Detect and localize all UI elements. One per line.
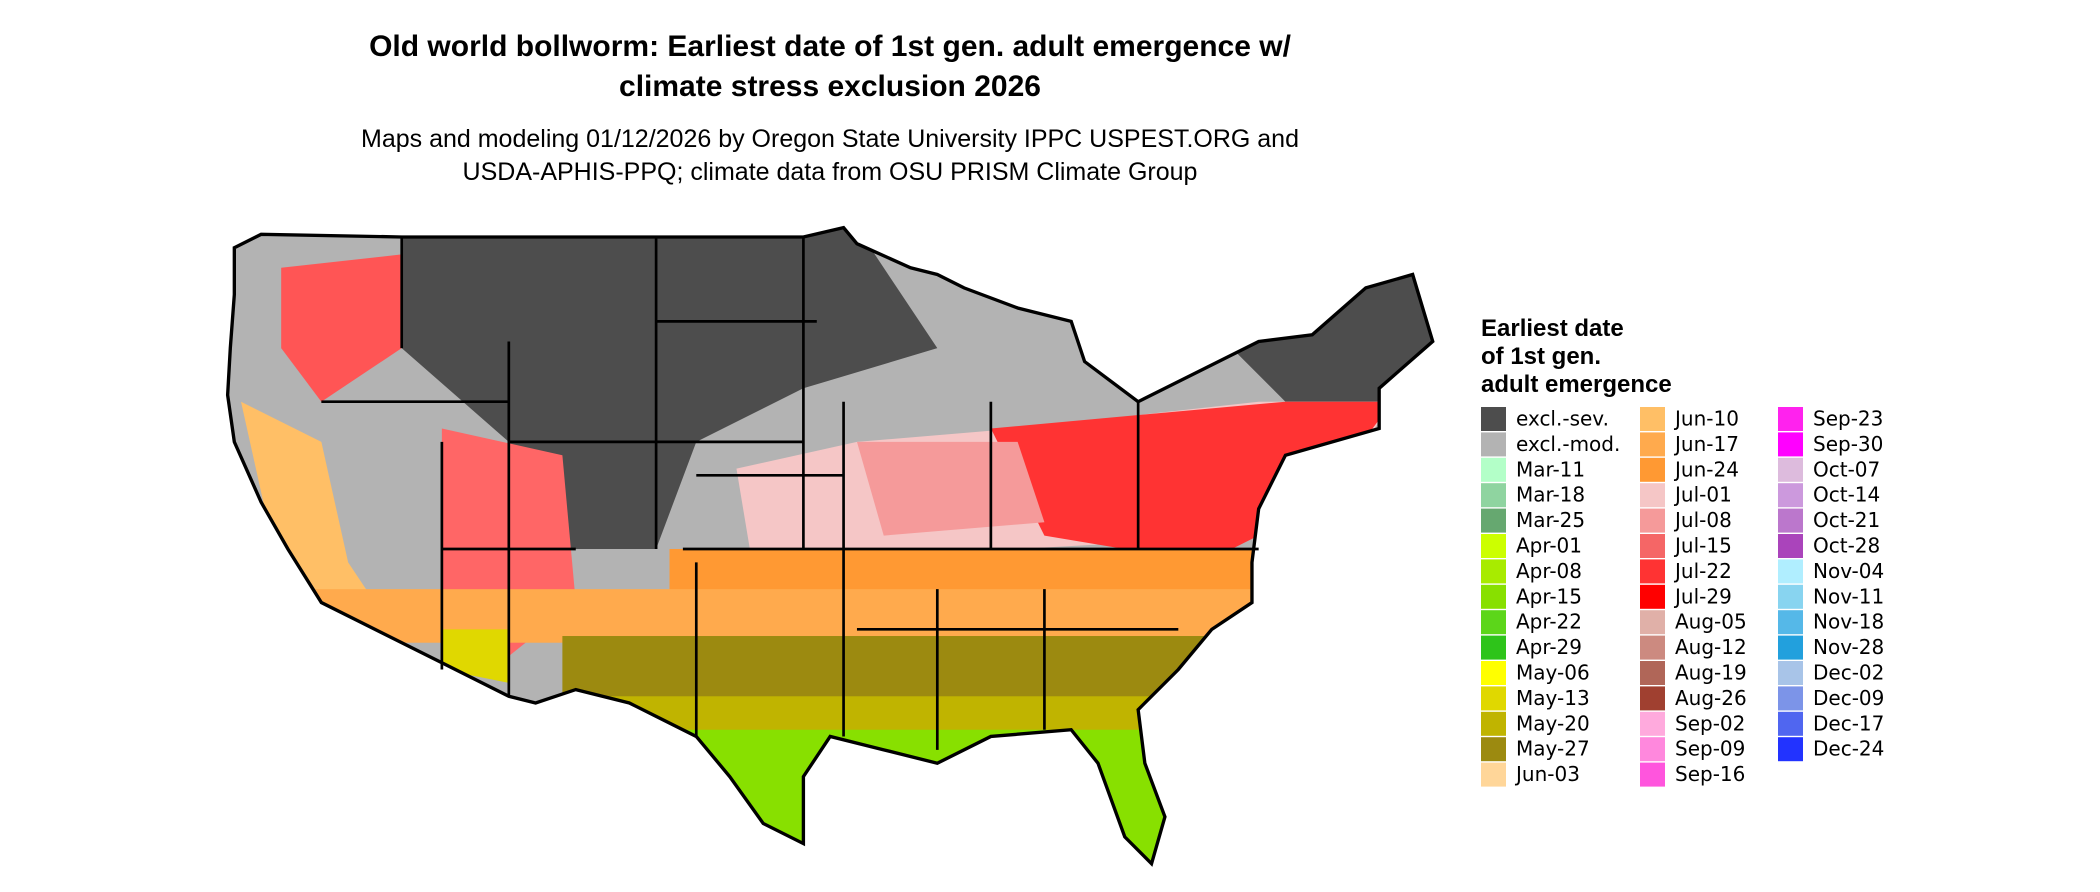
legend-label: Sep-30 xyxy=(1813,432,1883,456)
legend-swatch xyxy=(1778,508,1803,533)
legend-label: Oct-28 xyxy=(1813,534,1880,558)
title-line: Old world bollworm: Earliest date of 1st… xyxy=(369,30,1292,63)
legend-label: May-06 xyxy=(1516,661,1590,685)
legend-swatch xyxy=(1640,661,1665,685)
legend-swatch xyxy=(1778,407,1803,431)
legend-label: Nov-18 xyxy=(1813,610,1884,634)
legend-swatch xyxy=(1778,584,1803,609)
legend-swatch xyxy=(1640,584,1665,609)
legend-swatch xyxy=(1778,457,1803,482)
legend-label: Jun-10 xyxy=(1673,407,1739,431)
legend-label: excl.-sev. xyxy=(1516,407,1609,431)
legend-swatch xyxy=(1640,711,1665,736)
legend-swatch xyxy=(1640,559,1665,584)
legend-label: Sep-09 xyxy=(1675,737,1745,761)
legend-swatch xyxy=(1481,737,1506,762)
legend-label: Jun-03 xyxy=(1514,762,1580,786)
legend-swatch xyxy=(1640,610,1665,635)
legend-label: excl.-mod. xyxy=(1516,432,1620,456)
legend-swatch xyxy=(1640,483,1665,508)
legend-label: Dec-24 xyxy=(1813,737,1884,761)
title-line: climate stress exclusion 2026 xyxy=(619,70,1041,103)
legend-label: Apr-15 xyxy=(1516,584,1582,608)
legend-swatch xyxy=(1640,432,1665,457)
legend-swatch xyxy=(1481,584,1506,609)
legend-swatch xyxy=(1778,432,1803,457)
legend-swatch xyxy=(1481,762,1506,787)
legend-label: Jul-29 xyxy=(1673,584,1732,608)
legend-label: May-13 xyxy=(1516,686,1590,710)
legend-label: Nov-04 xyxy=(1813,559,1884,583)
legend-label: Apr-01 xyxy=(1516,534,1582,558)
legend: Earliest date of 1st gen. adult emergenc… xyxy=(1481,315,1884,787)
legend-swatch xyxy=(1640,457,1665,482)
legend-label: Oct-21 xyxy=(1813,508,1880,532)
legend-swatch xyxy=(1481,686,1506,711)
legend-label: May-27 xyxy=(1516,737,1590,761)
legend-swatch xyxy=(1481,559,1506,584)
map xyxy=(225,225,1435,866)
legend-label: Oct-07 xyxy=(1813,457,1880,481)
legend-swatch xyxy=(1481,661,1506,685)
legend-label: Dec-09 xyxy=(1813,686,1884,710)
legend-swatch xyxy=(1778,661,1803,685)
legend-swatch xyxy=(1778,711,1803,736)
subtitle-line: Maps and modeling 01/12/2026 by Oregon S… xyxy=(361,125,1299,153)
legend-label: Aug-12 xyxy=(1675,635,1747,659)
legend-label: Jul-08 xyxy=(1673,508,1732,532)
legend-title: Earliest date xyxy=(1481,315,1624,342)
legend-swatch xyxy=(1481,711,1506,736)
legend-swatch xyxy=(1778,686,1803,711)
legend-label: Jul-15 xyxy=(1673,534,1732,558)
legend-swatch xyxy=(1640,686,1665,711)
legend-label: Sep-02 xyxy=(1675,711,1745,735)
legend-label: Sep-23 xyxy=(1813,407,1883,431)
legend-title: adult emergence xyxy=(1481,371,1672,398)
legend-swatch xyxy=(1778,559,1803,584)
legend-label: Jun-17 xyxy=(1673,432,1739,456)
legend-label: Mar-18 xyxy=(1516,483,1585,507)
legend-swatch xyxy=(1640,635,1665,660)
legend-label: Aug-26 xyxy=(1675,686,1747,710)
legend-label: May-20 xyxy=(1516,711,1590,735)
legend-label: Apr-22 xyxy=(1516,610,1582,634)
legend-swatch xyxy=(1481,508,1506,533)
legend-title: of 1st gen. xyxy=(1481,343,1601,370)
legend-label: Jun-24 xyxy=(1673,457,1739,481)
legend-label: Jul-01 xyxy=(1673,483,1732,507)
legend-label: Jul-22 xyxy=(1673,559,1732,583)
legend-swatch xyxy=(1778,534,1803,558)
legend-swatch xyxy=(1640,508,1665,533)
legend-label: Dec-02 xyxy=(1813,661,1884,685)
legend-swatch xyxy=(1640,407,1665,431)
legend-label: Apr-08 xyxy=(1516,559,1582,583)
legend-label: Mar-11 xyxy=(1516,457,1585,481)
legend-swatch xyxy=(1481,483,1506,508)
legend-label: Apr-29 xyxy=(1516,635,1582,659)
legend-swatch xyxy=(1640,737,1665,762)
legend-swatch xyxy=(1778,635,1803,660)
legend-label: Sep-16 xyxy=(1675,762,1745,786)
legend-label: Nov-11 xyxy=(1813,584,1884,608)
legend-label: Dec-17 xyxy=(1813,711,1884,735)
legend-swatch xyxy=(1481,635,1506,660)
legend-swatch xyxy=(1481,534,1506,558)
legend-swatch xyxy=(1481,407,1506,431)
legend-swatch xyxy=(1481,457,1506,482)
legend-label: Mar-25 xyxy=(1516,508,1585,532)
legend-label: Oct-14 xyxy=(1813,483,1880,507)
legend-swatch xyxy=(1778,483,1803,508)
legend-swatch xyxy=(1640,534,1665,558)
subtitle-line: USDA-APHIS-PPQ; climate data from OSU PR… xyxy=(463,158,1198,186)
legend-swatch xyxy=(1778,737,1803,762)
legend-label: Nov-28 xyxy=(1813,635,1884,659)
legend-swatch xyxy=(1481,432,1506,457)
legend-swatch xyxy=(1640,762,1665,787)
legend-swatch xyxy=(1778,610,1803,635)
legend-swatch xyxy=(1481,610,1506,635)
legend-label: Aug-05 xyxy=(1675,610,1747,634)
legend-label: Aug-19 xyxy=(1675,661,1747,685)
